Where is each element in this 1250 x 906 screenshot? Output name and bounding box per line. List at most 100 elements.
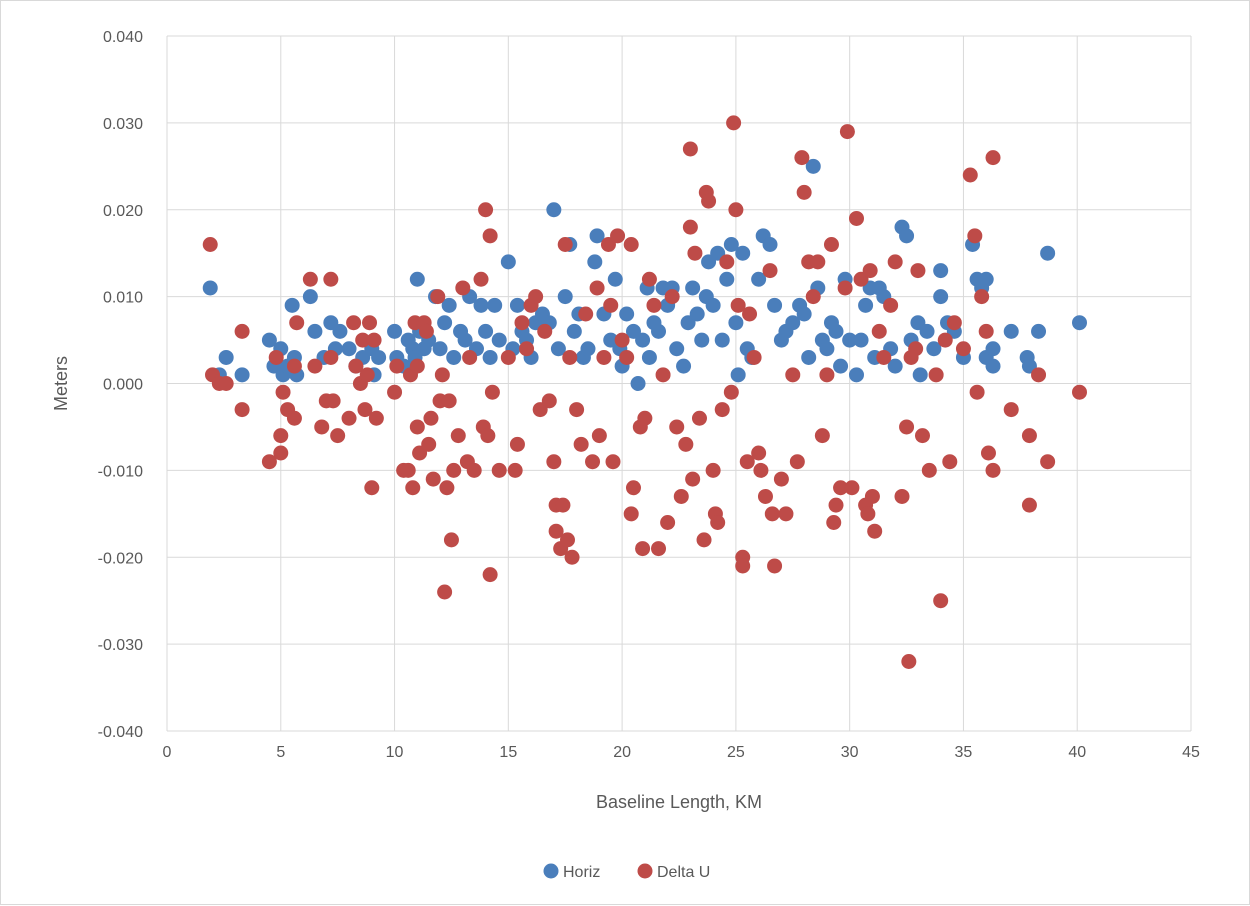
data-point [1021,428,1037,444]
data-point [302,289,318,305]
data-point [1071,315,1087,331]
data-point [610,228,626,244]
data-point [603,297,619,313]
data-point [969,384,985,400]
data-point [937,332,953,348]
data-point [323,349,339,365]
data-point [234,402,250,418]
data-point [641,349,657,365]
data-point [635,332,651,348]
data-point [273,428,289,444]
data-point [573,436,589,452]
data-point [325,393,341,409]
data-point [341,341,357,357]
data-point [805,289,821,305]
data-point [751,445,767,461]
data-point [268,349,284,365]
data-point [368,410,384,426]
data-point [742,306,758,322]
data-point [819,367,835,383]
data-point [409,271,425,287]
data-point [400,462,416,478]
data-point [234,323,250,339]
data-point [607,271,623,287]
data-point [655,367,671,383]
data-point [805,158,821,174]
data-point [202,237,218,252]
data-point [848,367,864,383]
data-point [933,263,949,279]
data-point [1021,497,1037,513]
data-point [439,480,455,496]
data-point [357,402,373,418]
data-point [550,341,566,357]
data-point [910,263,926,279]
data-point [867,523,883,539]
data-point [926,341,942,357]
data-point [546,454,562,470]
x-tick-label: 40 [1068,744,1086,761]
data-point [705,297,721,313]
data-point [985,462,1001,478]
data-point [908,341,924,357]
data-point [719,254,735,270]
data-point [689,306,705,322]
data-point [500,349,516,365]
data-point [409,358,425,374]
data-point [764,506,780,522]
data-point [307,323,323,339]
data-point [425,471,441,487]
data-point [234,367,250,383]
data-point [566,323,582,339]
data-point [974,289,990,305]
data-point [862,263,878,279]
x-axis-title: Baseline Length, KM [596,792,762,812]
y-tick-label: 0.040 [103,29,143,46]
data-point [853,332,869,348]
data-point [694,332,710,348]
data-point [871,323,887,339]
tick-labels: 0 5 10 15 20 25 30 35 40 45 -0.040 -0.030 -0.020 -0.0… [98,29,1200,761]
data-point [443,532,459,548]
data-point [455,280,471,296]
y-tick-label: 0.000 [103,377,143,394]
data-point [762,263,778,279]
data-point [546,202,562,218]
data-point [801,349,817,365]
data-point [719,271,735,287]
data-point [528,289,544,305]
data-point [261,454,277,470]
data-point [480,428,496,444]
data-point [548,523,564,539]
data-point [887,358,903,374]
x-tick-label: 5 [276,744,285,761]
data-point [1003,402,1019,418]
data-point [899,228,915,244]
data-point [701,193,717,209]
data-point [314,419,330,435]
data-point [1031,323,1047,339]
data-point [833,358,849,374]
data-point [430,289,446,305]
data-point [289,315,305,331]
x-tick-label: 0 [163,744,172,761]
data-point [605,454,621,470]
data-point [864,488,880,504]
y-tick-label: -0.030 [98,637,143,654]
data-point [557,289,573,305]
data-point [785,367,801,383]
data-point [387,384,403,400]
legend-item: Horiz [543,863,600,881]
data-point [466,462,482,478]
data-point [482,567,498,583]
data-point [773,471,789,487]
x-tick-label: 20 [613,744,631,761]
data-point [478,323,494,339]
data-point [894,488,910,504]
data-point [500,254,516,270]
legend: Horiz Delta U [543,863,710,881]
data-point [810,254,826,270]
data-point [985,150,1001,166]
y-tick-label: -0.010 [98,463,143,480]
legend-marker [543,863,559,879]
